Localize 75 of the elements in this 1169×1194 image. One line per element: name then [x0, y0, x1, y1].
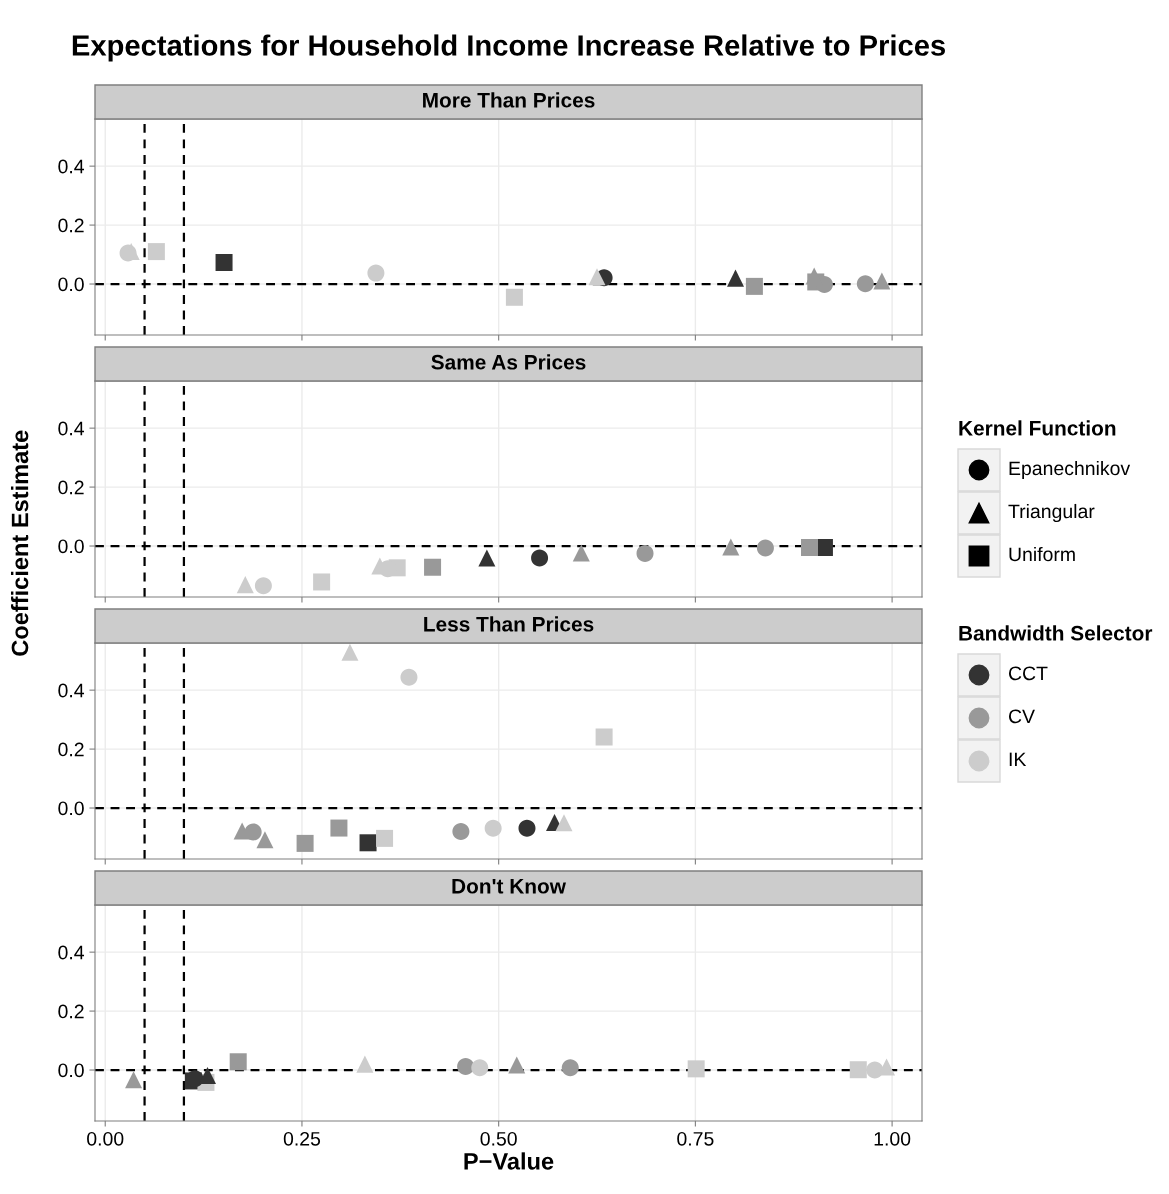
point [229, 1053, 247, 1071]
point [125, 1071, 143, 1089]
text: Triangular [1008, 503, 1095, 523]
x-tick-label: 0.25 [283, 1131, 321, 1146]
y-tick-label: 0.0 [58, 277, 84, 292]
y-tick-label: 0.4 [58, 421, 85, 436]
point [745, 277, 763, 295]
point [756, 539, 774, 557]
point [508, 1056, 526, 1074]
point [856, 275, 874, 293]
point [359, 834, 377, 852]
point [531, 549, 549, 567]
y-axis-title: Coefficient Estimate [11, 430, 29, 656]
point [376, 829, 394, 847]
point [199, 1067, 217, 1085]
point [457, 1057, 475, 1075]
y-tick-label: 0.2 [58, 1004, 84, 1019]
point [330, 819, 348, 837]
chart-subtitle: Don't Know [452, 879, 566, 894]
chart-subtitle: More Than Prices [423, 92, 595, 108]
text: CV [1008, 709, 1035, 724]
point [572, 544, 590, 562]
point [849, 1061, 867, 1079]
text: Kernel Function [959, 420, 1116, 436]
point [236, 576, 254, 594]
point [256, 831, 274, 849]
point [722, 538, 740, 556]
point [233, 822, 251, 840]
point [341, 643, 359, 661]
point [367, 264, 385, 282]
point [873, 272, 891, 290]
text: IK [1009, 752, 1027, 767]
text: Epanechnikov [1009, 460, 1131, 480]
point [478, 549, 496, 567]
point [561, 1059, 579, 1077]
y-tick-label: 0.4 [58, 945, 85, 960]
y-tick-label: 0.2 [58, 480, 84, 495]
point [296, 834, 314, 852]
point [471, 1059, 489, 1077]
y-tick-label: 0.0 [58, 539, 84, 554]
point [595, 728, 613, 746]
y-tick-label: 0.4 [58, 159, 85, 174]
chart-subtitle: Same As Prices [431, 354, 586, 370]
point [636, 544, 654, 562]
text: Uniform [1009, 546, 1075, 562]
x-axis-title: P−Value [464, 1152, 554, 1170]
text: CCT [1008, 666, 1048, 681]
point [555, 814, 573, 832]
y-tick-label: 0.0 [58, 1063, 84, 1078]
text: Bandwidth Selector [959, 625, 1153, 641]
point [147, 243, 165, 261]
x-tick-label: 0.50 [480, 1131, 517, 1146]
point [424, 558, 442, 576]
point [452, 823, 470, 841]
y-tick-label: 0.0 [58, 801, 84, 816]
point [215, 254, 233, 272]
point [400, 668, 418, 686]
point [505, 288, 523, 306]
x-tick-label: 0.00 [87, 1131, 124, 1146]
point [313, 573, 331, 591]
x-tick-label: 0.75 [677, 1131, 714, 1146]
y-tick-label: 0.4 [58, 683, 85, 698]
chart-title: Expectations for Household Income Increase Relative to Prices [72, 34, 945, 62]
point [484, 819, 502, 837]
point [518, 819, 536, 837]
point [588, 268, 606, 286]
x-tick-label: 1.00 [874, 1131, 911, 1146]
point [254, 577, 272, 595]
point [800, 538, 818, 556]
point [727, 269, 745, 287]
point [356, 1055, 374, 1073]
y-tick-label: 0.2 [58, 218, 84, 233]
point [687, 1060, 705, 1078]
chart-subtitle: Less Than Prices [424, 616, 594, 632]
y-tick-label: 0.2 [58, 742, 84, 757]
